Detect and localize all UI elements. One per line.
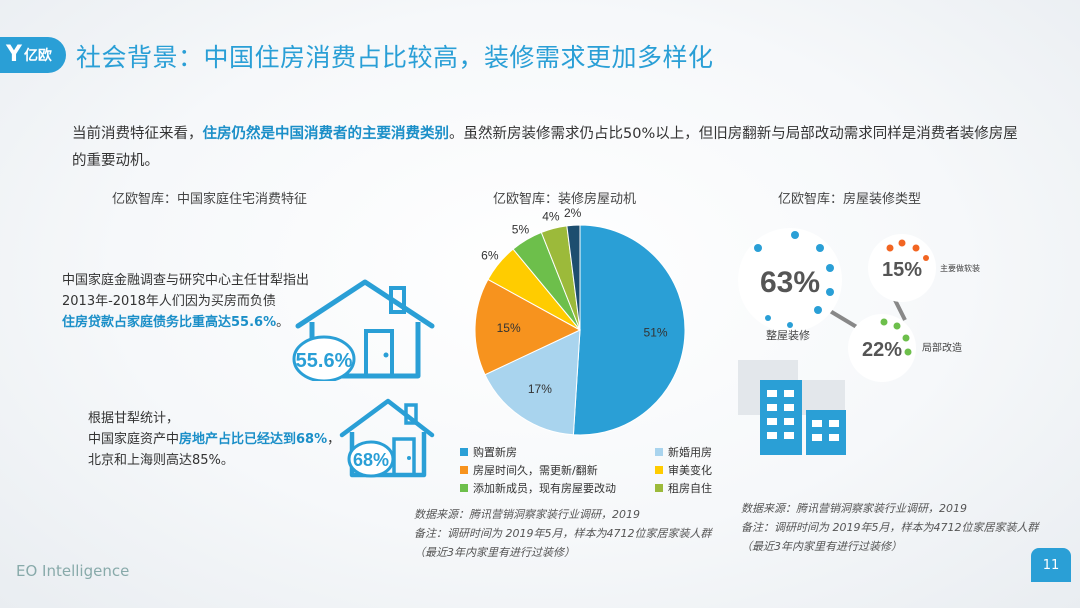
page-title: 社会背景：中国住房消费占比较高，装修需求更加多样化 [76, 43, 714, 72]
intro-text-1: 当前消费特征来看， [72, 126, 203, 142]
pie-data-label: 51% [644, 325, 668, 339]
note-debt-line2: 2013年-2018年人们因为买房而负债 [62, 294, 276, 309]
legend-label: 新婚用房 [668, 446, 712, 459]
right-source-line1: 数据来源：腾讯营销洞察家装行业调研，2019 [741, 502, 967, 515]
legend-swatch [460, 484, 468, 492]
center-source-line3: （最近3年内家里有进行过装修） [414, 546, 575, 559]
house-debt-value: 55.6% [296, 350, 353, 372]
pie-slice [484, 329, 581, 436]
bubble-63-value: 63% [760, 266, 820, 299]
intro-paragraph: 当前消费特征来看，住房仍然是中国消费者的主要消费类别。虽然新房装修需求仍占比50… [72, 121, 1032, 175]
note-debt-line1: 中国家庭金融调查与研究中心主任甘犁指出 [62, 273, 310, 288]
legend-swatch [655, 484, 663, 492]
legend-item: 购置新房 [460, 444, 517, 460]
pie-slice [474, 278, 582, 376]
legend-label: 租房自住 [668, 482, 712, 495]
bubble-15-dots [886, 239, 929, 261]
bubble-63 [738, 228, 842, 332]
renovation-type-graphic: 63% 整屋装修 15% 主要做软装 22% 局部改造 [738, 228, 980, 455]
center-source-line1: 数据来源：腾讯营销洞察家装行业调研，2019 [414, 508, 640, 521]
bubble-63-dots [754, 231, 834, 328]
right-source-line3: （最近3年内家里有进行过装修） [741, 540, 902, 553]
legend-item: 审美变化 [655, 462, 712, 478]
note-debt-highlight: 住房贷款占家庭债务比重高达55.6% [62, 315, 277, 330]
pie-data-label: 2% [564, 206, 582, 220]
bubble-15-value: 15% [882, 259, 922, 281]
note-asset-highlight: 房地产占比已经达到68% [179, 432, 328, 447]
logo: Y 亿欧 [0, 37, 66, 73]
logo-text: 亿欧 [23, 48, 52, 64]
intro-text-2: 。虽然新房装修需求仍占比50%以上，但旧房翻新与局部改动需求同样是消费者装修房屋… [72, 126, 1018, 169]
right-subtitle: 亿欧智库：房屋装修类型 [778, 192, 922, 207]
legend-item: 新婚用房 [655, 444, 712, 460]
bubble-22-dots [880, 318, 912, 356]
pie-data-label: 17% [528, 382, 552, 396]
connector-line [893, 299, 907, 321]
pie-slice [572, 224, 686, 436]
intro-highlight: 住房仍然是中国消费者的主要消费类别 [202, 126, 450, 142]
note-asset-line1: 根据甘犁统计， [88, 411, 180, 426]
pie-chart: 51% 17% 15% 6% 5% 4% 2% [474, 206, 686, 436]
legend-swatch [655, 466, 663, 474]
pie-legend: 购置新房 新婚用房 房屋时间久，需更新/翻新 审美变化 添加新成员，现有房屋要改… [460, 444, 720, 514]
legend-label: 房屋时间久，需更新/翻新 [473, 464, 598, 477]
footer-brand: EO Intelligence [16, 562, 130, 580]
bubble-63-label: 整屋装修 [766, 328, 810, 342]
center-subtitle: 亿欧智库：装修房屋动机 [493, 192, 637, 207]
right-source-line2: 备注：调研时间为 2019年5月，样本为4712位家居家装人群 [741, 521, 1039, 534]
logo-mark-icon: Y [6, 42, 22, 67]
right-source: 数据来源：腾讯营销洞察家装行业调研，2019 备注：调研时间为 2019年5月，… [741, 499, 1038, 556]
legend-label: 审美变化 [668, 464, 712, 477]
house-asset-icon: 68% [339, 398, 435, 478]
note-asset-pre: 中国家庭资产中 [88, 432, 180, 447]
bubble-15-label: 主要做软装 [940, 263, 980, 273]
bubble-22 [848, 314, 916, 382]
center-source-line2: 备注：调研时间为 2019年5月，样本为4712位家居家装人群 [414, 527, 712, 540]
center-source: 数据来源：腾讯营销洞察家装行业调研，2019 备注：调研时间为 2019年5月，… [414, 505, 711, 562]
note-debt: 中国家庭金融调查与研究中心主任甘犁指出 2013年-2018年人们因为买房而负债… [62, 270, 332, 333]
legend-label: 添加新成员，现有房屋要改动 [473, 482, 616, 495]
note-asset-post: ， [327, 432, 341, 447]
pie-data-label: 6% [481, 248, 499, 262]
legend-swatch [655, 448, 663, 456]
legend-swatch [460, 448, 468, 456]
bubble-22-label: 局部改造 [922, 341, 962, 354]
note-debt-end: 。 [276, 315, 290, 330]
pie-slice [566, 224, 581, 331]
legend-item: 添加新成员，现有房屋要改动 [460, 480, 616, 496]
note-asset-line3: 北京和上海则高达85%。 [88, 453, 234, 468]
bubble-22-value: 22% [862, 339, 902, 361]
house-asset-value: 68% [353, 450, 389, 470]
legend-item: 房屋时间久，需更新/翻新 [460, 462, 598, 478]
note-asset: 根据甘犁统计， 中国家庭资产中房地产占比已经达到68%， 北京和上海则高达85%… [88, 408, 358, 471]
bubble-15 [868, 234, 936, 302]
pie-data-label: 15% [497, 321, 521, 335]
legend-label: 购置新房 [473, 446, 517, 459]
pie-data-label: 5% [512, 222, 530, 236]
legend-swatch [460, 466, 468, 474]
page-number: 11 [1031, 548, 1071, 582]
house-debt-icon: 55.6% [292, 279, 435, 381]
legend-item: 租房自住 [655, 480, 712, 496]
buildings-icon [760, 380, 846, 455]
left-subtitle: 亿欧智库：中国家庭住宅消费特征 [112, 192, 308, 207]
pie-data-label: 4% [542, 210, 560, 224]
